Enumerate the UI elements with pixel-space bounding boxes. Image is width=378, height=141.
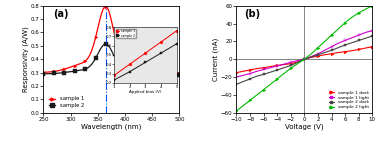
sample 1 dark [241,70,245,72]
Line: sample 2 light: sample 2 light [235,4,374,112]
sample 2 dark [248,78,252,80]
sample 2 light [329,34,334,36]
sample 1 light [282,63,286,65]
sample 1 dark [363,47,368,49]
sample 1 light [370,30,375,31]
sample 1 light [302,58,307,60]
sample 2 light [343,22,347,23]
sample 1 dark [275,65,279,66]
Legend: sample 1 dark, sample 1 light, sample 2 dark, sample 2 light: sample 1 dark, sample 1 light, sample 2 … [327,90,370,111]
sample 1 light [356,34,361,36]
Y-axis label: Responsivity (A/W): Responsivity (A/W) [23,26,29,92]
sample 1 dark [316,55,320,57]
sample 2 dark [254,75,259,77]
sample 1 light [363,32,368,33]
sample 2 light [302,58,307,60]
sample 2 light [336,28,341,30]
sample 2 dark [316,54,320,56]
sample 1 dark [370,46,375,48]
sample 1 light [343,40,347,41]
sample 2 light [275,78,279,80]
sample 1 light [288,61,293,63]
sample 1 dark [309,57,313,58]
sample 1 light [322,49,327,51]
Line: sample 1 light: sample 1 light [235,29,374,79]
sample 2 light [261,89,266,90]
sample 2 light [363,8,368,10]
sample 2 dark [282,67,286,69]
sample 1 light [336,42,341,44]
sample 2 dark [350,42,354,44]
sample 1 dark [288,63,293,65]
sample 2 dark [241,81,245,82]
sample 1 light [316,53,320,55]
sample 2 light [254,94,259,96]
sample 2 dark [343,44,347,46]
X-axis label: Wavelength (nm): Wavelength (nm) [81,123,142,130]
sample 2 light [350,16,354,18]
sample 2 dark [309,56,313,58]
sample 2 dark [336,47,341,49]
sample 2 light [282,73,286,74]
sample 1 dark [282,64,286,65]
sample 1 dark [322,54,327,56]
sample 1 light [234,76,239,78]
sample 2 dark [295,61,300,63]
sample 2 light [356,12,361,14]
sample 1 light [241,74,245,76]
sample 2 dark [288,65,293,66]
sample 2 light [248,99,252,101]
sample 2 dark [356,40,361,41]
sample 2 dark [329,49,334,51]
sample 1 dark [234,72,239,73]
sample 2 dark [322,52,327,53]
X-axis label: Voltage (V): Voltage (V) [285,123,324,130]
sample 2 light [268,83,273,85]
sample 1 light [309,56,313,57]
sample 2 light [295,63,300,65]
sample 1 dark [254,68,259,70]
sample 2 dark [302,58,307,60]
sample 2 dark [268,71,273,73]
sample 2 dark [261,74,266,75]
sample 1 dark [268,66,273,67]
sample 1 light [268,67,273,69]
sample 1 dark [302,58,307,60]
Text: (b): (b) [245,9,261,19]
sample 1 light [254,70,259,72]
sample 1 light [248,73,252,74]
sample 1 dark [329,53,334,55]
sample 1 light [261,69,266,70]
Line: sample 1 dark: sample 1 dark [235,45,374,74]
sample 2 light [316,47,320,49]
Legend: sample 1, sample 2: sample 1, sample 2 [48,95,85,109]
sample 1 dark [261,67,266,69]
sample 2 light [370,5,375,6]
sample 1 light [329,46,334,48]
sample 2 light [234,110,239,112]
sample 2 dark [234,83,239,85]
sample 2 dark [370,35,375,37]
sample 1 light [350,37,354,39]
sample 1 dark [336,52,341,53]
sample 1 dark [343,51,347,52]
Text: (a): (a) [53,9,68,19]
sample 2 dark [275,69,279,71]
sample 2 light [288,67,293,69]
sample 1 dark [350,50,354,52]
sample 1 light [295,60,300,61]
sample 2 dark [363,37,368,39]
sample 2 light [322,40,327,42]
sample 1 light [275,65,279,67]
sample 1 dark [248,69,252,71]
sample 2 light [241,105,245,106]
sample 1 dark [295,61,300,63]
Y-axis label: Current (nA): Current (nA) [213,38,219,81]
sample 2 light [309,53,313,55]
sample 1 dark [356,49,361,50]
Line: sample 2 dark: sample 2 dark [235,35,374,86]
